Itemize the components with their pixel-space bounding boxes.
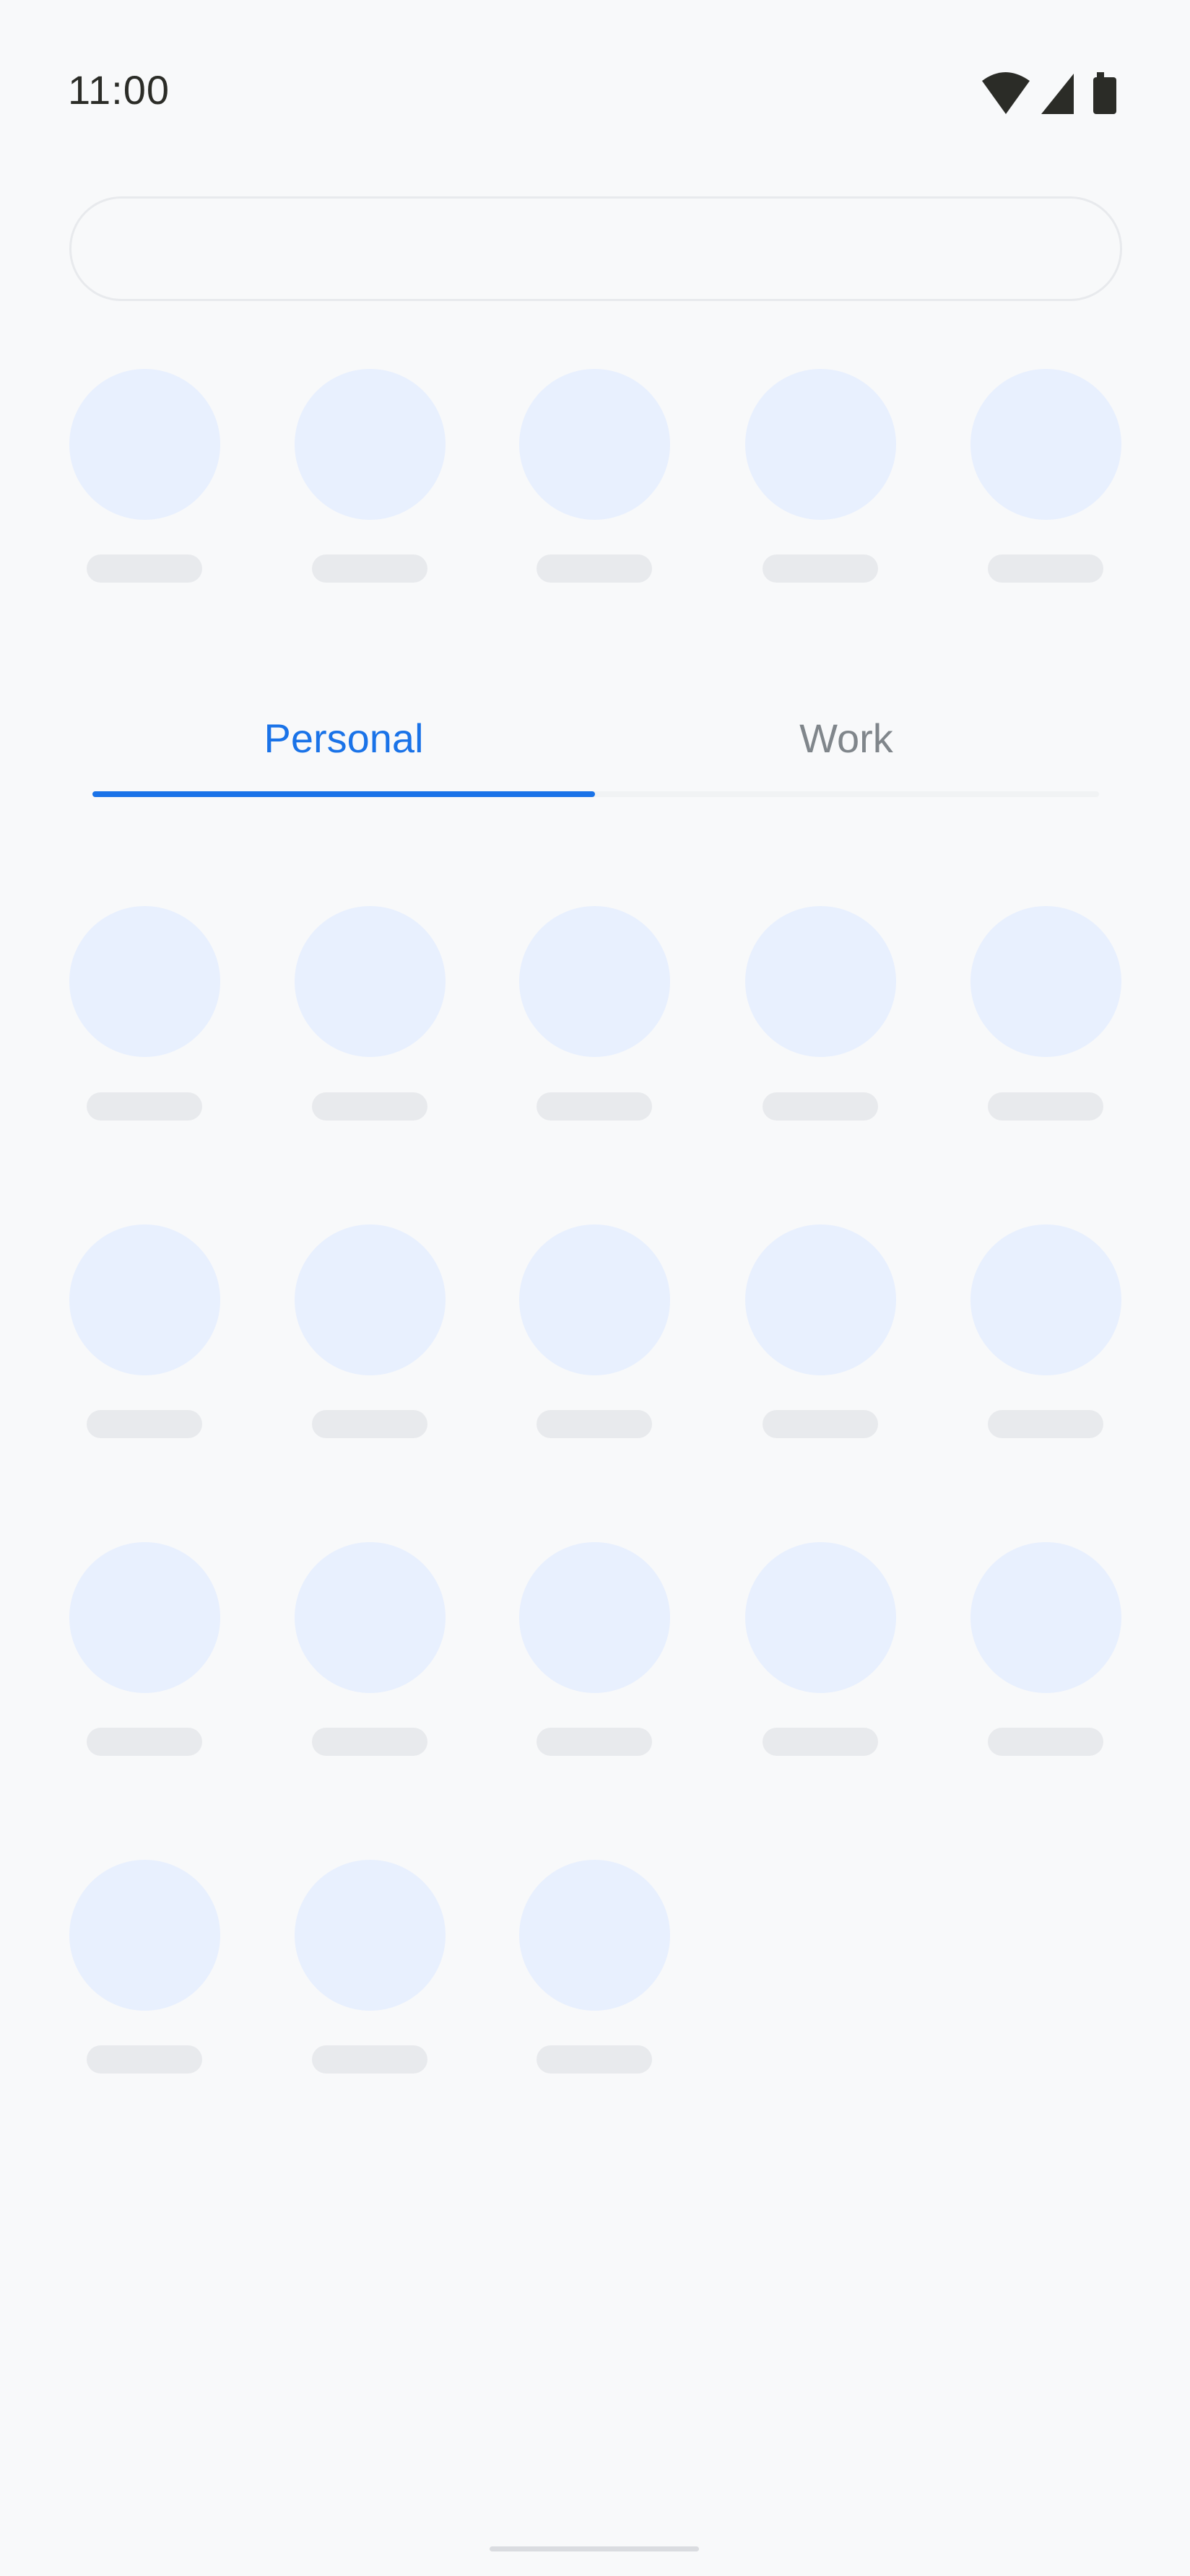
tab-indicator [92,791,595,797]
app-icon-placeholder[interactable] [519,1860,670,2011]
app-icon-placeholder[interactable] [295,1542,446,1693]
app-label-placeholder [988,1092,1103,1121]
wifi-icon [982,72,1030,114]
app-label-placeholder [988,554,1103,583]
app-icon-placeholder[interactable] [519,369,670,520]
app-label-placeholder [87,1092,202,1121]
app-icon-placeholder[interactable] [69,1860,220,2011]
app-icon-placeholder[interactable] [295,906,446,1057]
app-label-placeholder [537,1092,652,1121]
app-icon-placeholder[interactable] [519,1224,670,1375]
app-icon-placeholder[interactable] [69,369,220,520]
app-label-placeholder [312,1410,427,1438]
app-icon-placeholder[interactable] [295,1860,446,2011]
app-icon-placeholder[interactable] [519,906,670,1057]
app-icon-placeholder[interactable] [745,1542,896,1693]
app-icon-placeholder[interactable] [745,369,896,520]
app-label-placeholder [988,1728,1103,1756]
home-gesture-bar[interactable] [490,2546,699,2551]
status-time: 11:00 [68,67,170,113]
app-icon-placeholder[interactable] [295,1224,446,1375]
app-label-placeholder [763,1728,878,1756]
app-icon-placeholder[interactable] [970,369,1121,520]
app-label-placeholder [87,1728,202,1756]
app-label-placeholder [87,2045,202,2074]
app-label-placeholder [763,1092,878,1121]
search-input[interactable] [69,196,1122,301]
status-icons [982,72,1116,114]
app-label-placeholder [87,1410,202,1438]
cellular-signal-icon [1041,74,1074,114]
app-icon-placeholder[interactable] [970,1224,1121,1375]
app-icon-placeholder[interactable] [295,369,446,520]
app-label-placeholder [312,2045,427,2074]
app-icon-placeholder[interactable] [970,906,1121,1057]
app-icon-placeholder[interactable] [970,1542,1121,1693]
app-label-placeholder [537,2045,652,2074]
tab-work[interactable]: Work [799,715,893,761]
app-label-placeholder [312,554,427,583]
tab-indicator-track [92,791,1099,797]
app-icon-placeholder[interactable] [745,1224,896,1375]
tab-personal[interactable]: Personal [264,715,424,761]
app-label-placeholder [537,1410,652,1438]
app-label-placeholder [537,554,652,583]
app-icon-placeholder[interactable] [69,1224,220,1375]
app-label-placeholder [87,554,202,583]
app-label-placeholder [312,1092,427,1121]
app-label-placeholder [537,1728,652,1756]
app-label-placeholder [763,554,878,583]
app-label-placeholder [312,1728,427,1756]
app-icon-placeholder[interactable] [519,1542,670,1693]
app-icon-placeholder[interactable] [745,906,896,1057]
app-label-placeholder [988,1410,1103,1438]
app-label-placeholder [763,1410,878,1438]
app-icon-placeholder[interactable] [69,906,220,1057]
battery-icon [1093,72,1116,114]
app-icon-placeholder[interactable] [69,1542,220,1693]
